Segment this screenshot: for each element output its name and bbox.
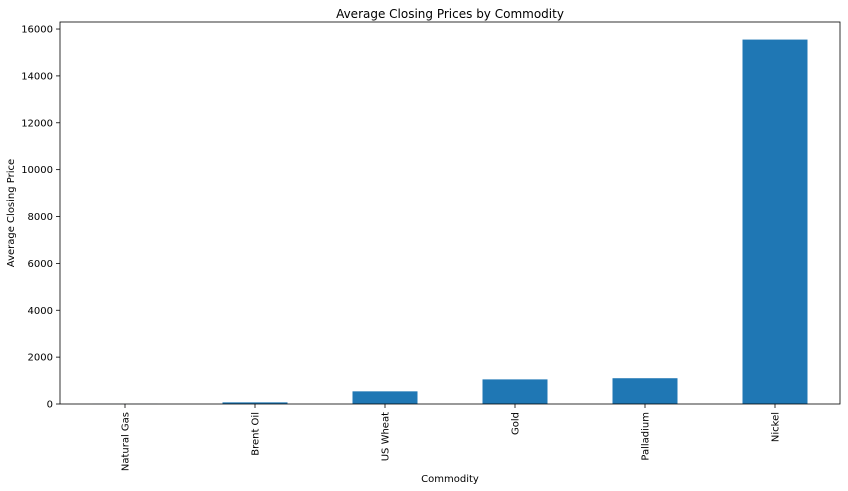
- y-tick-label: 6000: [28, 259, 53, 270]
- y-tick-label: 8000: [28, 212, 53, 223]
- y-axis-label: Average Closing Price: [6, 159, 17, 267]
- x-tick-label: Nickel: [771, 412, 782, 442]
- bar-palladium: [612, 378, 678, 404]
- bar-brent-oil: [222, 402, 288, 404]
- bar-nickel: [742, 39, 808, 404]
- y-tick-label: 10000: [21, 165, 53, 176]
- bar-gold: [482, 379, 548, 404]
- chart-title: Average Closing Prices by Commodity: [336, 7, 564, 21]
- x-tick-label: Brent Oil: [251, 412, 262, 456]
- y-tick-label: 4000: [28, 306, 53, 317]
- y-axis: 0 2000 4000 6000 8000 10000 12000 14000 16000: [21, 25, 60, 411]
- bars: [92, 39, 808, 404]
- x-tick-label: US Wheat: [381, 412, 392, 461]
- y-tick-label: 12000: [21, 118, 53, 129]
- x-tick-label: Gold: [511, 412, 522, 435]
- x-axis: Natural Gas Brent Oil US Wheat Gold Palladiu…: [121, 404, 782, 471]
- y-tick-label: 2000: [28, 353, 53, 364]
- y-tick-label: 16000: [21, 25, 53, 36]
- x-tick-label: Natural Gas: [121, 412, 132, 471]
- bar-us-wheat: [352, 391, 418, 404]
- plot-frame: [59, 21, 841, 405]
- x-axis-label: Commodity: [421, 474, 479, 485]
- y-tick-label: 14000: [21, 71, 53, 82]
- x-tick-label: Palladium: [641, 412, 652, 461]
- y-tick-label: 0: [47, 400, 53, 411]
